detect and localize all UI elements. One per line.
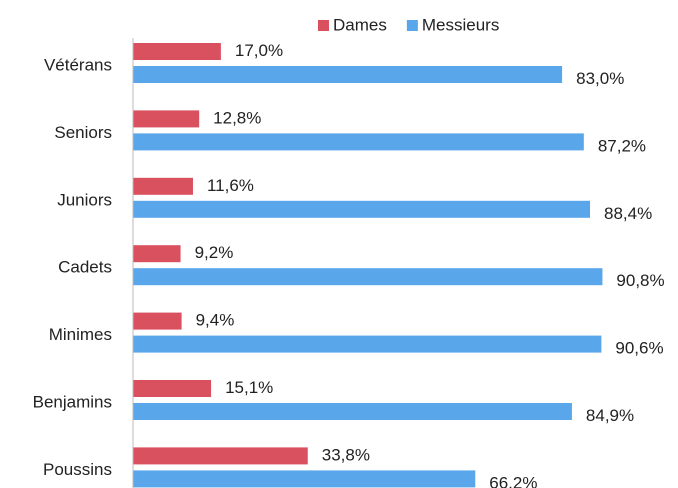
bar (133, 403, 572, 420)
bar (133, 66, 563, 83)
value-label: 17,0% (235, 41, 283, 60)
bar (133, 245, 181, 263)
legend-label: Messieurs (422, 15, 499, 34)
value-label: 88,4% (604, 204, 652, 223)
bar (133, 110, 200, 128)
bar (133, 133, 584, 151)
bar (133, 380, 212, 397)
legend-swatch (318, 20, 329, 31)
category-label: Seniors (54, 123, 112, 142)
bar (133, 200, 591, 218)
value-label: 90,8% (616, 271, 664, 290)
category-label: Poussins (43, 460, 112, 479)
category-label: Vétérans (44, 55, 112, 74)
legend-label: Dames (333, 15, 387, 34)
value-label: 12,8% (213, 108, 261, 127)
legend-swatch (406, 20, 418, 31)
value-label: 33,8% (322, 445, 370, 464)
bar (133, 335, 602, 353)
value-label: 9,2% (195, 243, 234, 262)
bar (133, 447, 308, 465)
value-label: 84,9% (586, 406, 634, 425)
category-label: Cadets (58, 258, 112, 277)
value-label: 87,2% (598, 136, 646, 155)
category-label: Juniors (57, 190, 112, 209)
category-label: Benjamins (33, 392, 112, 411)
bar (133, 177, 193, 195)
bar (133, 470, 476, 488)
value-label: 11,6% (207, 176, 254, 195)
value-label: 9,4% (196, 311, 235, 330)
value-label: 66,2% (489, 473, 537, 488)
bar (133, 312, 182, 330)
bar (133, 268, 603, 286)
value-label: 15,1% (225, 378, 273, 397)
value-label: 90,6% (615, 339, 663, 358)
category-label: Minimes (49, 325, 112, 344)
value-label: 83,0% (576, 69, 624, 88)
bar (133, 43, 221, 60)
